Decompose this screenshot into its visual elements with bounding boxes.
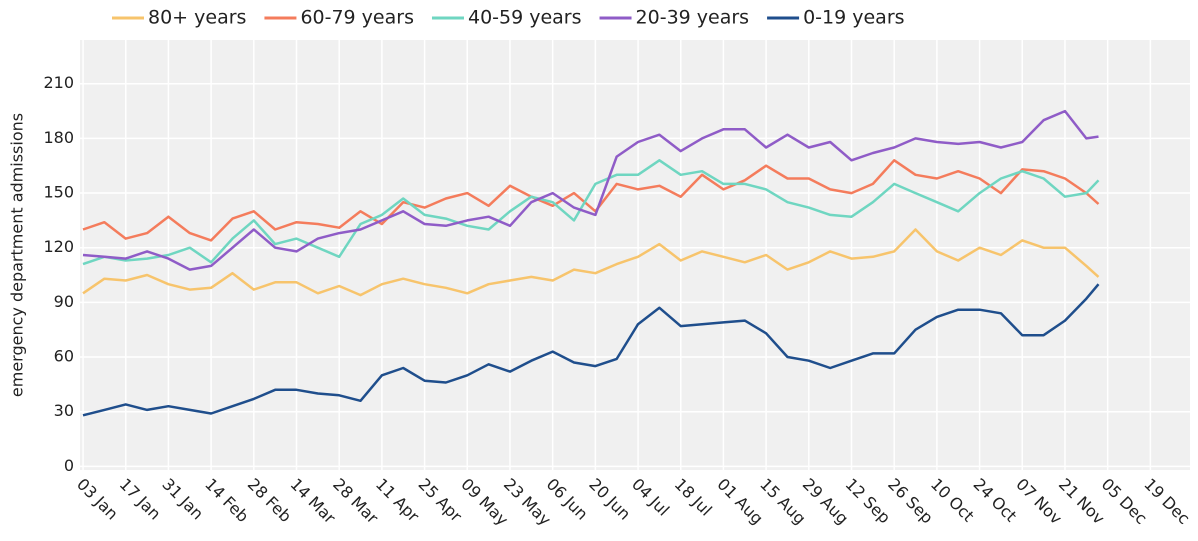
- y-tick-label: 0: [64, 456, 74, 475]
- x-tick-label: 05 Dec: [1098, 475, 1151, 528]
- series-line: [82, 159, 1100, 266]
- plot-area: [80, 40, 1190, 470]
- x-tick-label: 15 Aug: [756, 475, 810, 529]
- y-tick-label: 30: [54, 401, 74, 420]
- x-tick-label: 18 Jul: [671, 475, 716, 520]
- x-tick-label: 24 Oct: [970, 475, 1021, 526]
- x-tick-label: 29 Aug: [799, 475, 853, 529]
- y-tick-label: 90: [54, 292, 74, 311]
- y-tick-label: 180: [43, 128, 74, 147]
- x-tick-label: 26 Sep: [884, 475, 937, 528]
- x-tick-label: 31 Jan: [158, 475, 207, 524]
- x-tick-label: 19 Dec: [1140, 475, 1193, 528]
- x-tick-label: 21 Nov: [1055, 475, 1109, 529]
- series-line: [82, 109, 1099, 271]
- x-tick-label: 11 Apr: [372, 475, 423, 526]
- x-tick-label: 03 Jan: [73, 475, 122, 524]
- x-tick-label: 07 Nov: [1012, 475, 1066, 529]
- y-axis-label: emergency department admissions: [8, 113, 27, 397]
- x-tick-label: 25 Apr: [415, 475, 466, 526]
- x-tick-label: 14 Feb: [201, 475, 252, 526]
- legend-label: 40-59 years: [468, 7, 582, 29]
- y-tick-label: 210: [43, 73, 74, 92]
- legend-label: 80+ years: [148, 7, 246, 29]
- x-tick-label: 14 Mar: [287, 475, 340, 528]
- x-tick-label: 01 Aug: [713, 475, 767, 529]
- x-tick-label: 20 Jun: [585, 475, 634, 524]
- x-tick-label: 17 Jan: [116, 475, 165, 524]
- legend-label: 0-19 years: [803, 7, 904, 29]
- legend-label: 20-39 years: [636, 7, 750, 29]
- x-tick-label: 10 Oct: [927, 475, 978, 526]
- y-tick-label: 60: [54, 347, 74, 366]
- x-tick-label: 04 Jul: [628, 475, 673, 520]
- legend-label: 60-79 years: [300, 7, 414, 29]
- x-tick-label: 12 Sep: [842, 475, 895, 528]
- x-tick-label: 28 Feb: [244, 475, 295, 526]
- y-tick-label: 120: [43, 237, 74, 256]
- series-line: [82, 283, 1100, 417]
- series-line: [82, 228, 1100, 297]
- x-tick-label: 28 Mar: [329, 475, 382, 528]
- y-tick-label: 150: [43, 183, 74, 202]
